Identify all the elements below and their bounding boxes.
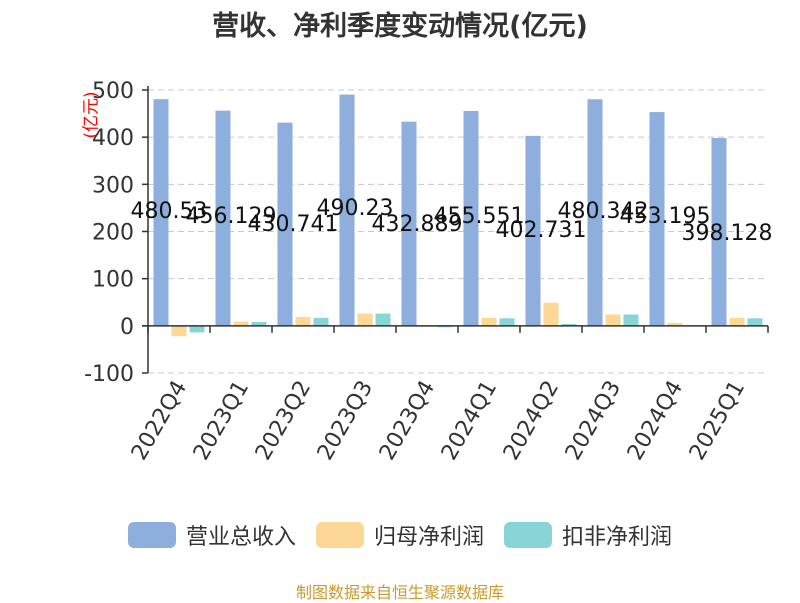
bar-2024Q1-s0 [463, 110, 479, 326]
x-tick-label: 2023Q3 [313, 377, 378, 465]
bar-2024Q4-s0 [649, 112, 665, 326]
x-tick-label: 2024Q1 [437, 377, 502, 465]
bar-2023Q3-s0 [339, 94, 355, 326]
data-label: 453.195 [620, 204, 711, 229]
bar-2023Q3-s2 [375, 313, 391, 326]
axes [142, 86, 769, 374]
y-tick-label: 500 [92, 79, 134, 104]
legend-swatch-net-profit [315, 522, 364, 548]
bar-2024Q1-s1 [481, 317, 497, 326]
y-tick-label: 100 [92, 268, 134, 293]
y-tick-label: -100 [84, 362, 134, 387]
bar-2025Q1-s0 [711, 138, 727, 326]
bar-2023Q3-s1 [357, 313, 373, 326]
data-labels: 480.53456.129430.741490.23432.889455.551… [131, 196, 773, 246]
data-source-note: 制图数据来自恒生聚源数据库 [295, 583, 504, 602]
legend-label-net-profit: 归母净利润 [373, 525, 484, 550]
data-label: 398.128 [682, 221, 773, 246]
bar-2024Q4-s1 [667, 323, 683, 326]
legend: 营业总收入 归母净利润 扣非净利润 [0, 519, 800, 551]
x-tick-label: 2024Q4 [623, 377, 688, 465]
x-tick-label: 2024Q3 [561, 377, 626, 465]
data-label: 480.53 [131, 199, 208, 224]
bar-2024Q2-s1 [543, 302, 559, 326]
x-tick-label: 2023Q1 [189, 377, 254, 465]
y-tick-labels: -100 0 100 200 300 400 500 [84, 79, 134, 387]
bar-2022Q4-s0 [153, 99, 169, 326]
x-tick-label: 2025Q1 [685, 377, 750, 465]
bar-2023Q2-s0 [277, 122, 293, 326]
data-label: 480.342 [558, 199, 649, 224]
bar-2023Q2-s2 [313, 317, 329, 326]
bar-2025Q1-s1 [729, 317, 745, 326]
legend-label-deducted-profit: 扣非净利润 [562, 525, 673, 550]
bar-2024Q3-s1 [605, 314, 621, 326]
bar-2025Q1-s2 [747, 318, 763, 326]
bar-2023Q1-s1 [233, 321, 249, 326]
y-tick-label: 300 [92, 173, 134, 198]
data-label: 455.551 [434, 204, 525, 229]
bar-2024Q3-s0 [587, 99, 603, 326]
bar-2023Q1-s0 [215, 110, 231, 326]
x-tick-label: 2022Q4 [127, 377, 192, 465]
legend-label-revenue: 营业总收入 [185, 525, 296, 550]
bar-2024Q3-s2 [623, 314, 639, 326]
bar-2023Q1-s2 [251, 322, 267, 326]
x-tick-label: 2024Q2 [499, 377, 564, 465]
legend-item-deducted-profit[interactable]: 扣非净利润 [504, 519, 672, 551]
data-label: 402.731 [496, 218, 587, 243]
y-tick-label: 0 [120, 315, 134, 340]
x-tick-labels: 2022Q42023Q12023Q22023Q32023Q42024Q12024… [127, 377, 750, 465]
y-tick-label: 400 [92, 126, 134, 151]
y-tick-label: 200 [92, 221, 134, 246]
data-label: 432.889 [372, 212, 463, 237]
legend-swatch-deducted-profit [504, 522, 552, 548]
bar-2022Q4-s2 [189, 325, 205, 333]
data-label: 430.741 [248, 212, 339, 237]
bars [153, 94, 763, 337]
bar-2023Q4-s0 [401, 121, 417, 326]
legend-item-net-profit[interactable]: 归母净利润 [315, 519, 484, 551]
bar-2022Q4-s1 [171, 325, 187, 337]
bar-2024Q2-s0 [525, 135, 541, 326]
bar-2023Q2-s1 [295, 316, 311, 326]
bar-2024Q1-s2 [499, 318, 515, 326]
x-tick-label: 2023Q2 [251, 377, 316, 465]
legend-swatch-revenue [127, 522, 176, 548]
data-label: 490.23 [317, 196, 394, 221]
bar-2024Q2-s2 [561, 323, 577, 326]
legend-item-revenue[interactable]: 营业总收入 [127, 519, 296, 551]
x-tick-label: 2023Q4 [375, 377, 440, 465]
chart-title: 营收、净利季度变动情况(亿元) [212, 11, 588, 42]
data-label: 456.129 [186, 204, 277, 229]
